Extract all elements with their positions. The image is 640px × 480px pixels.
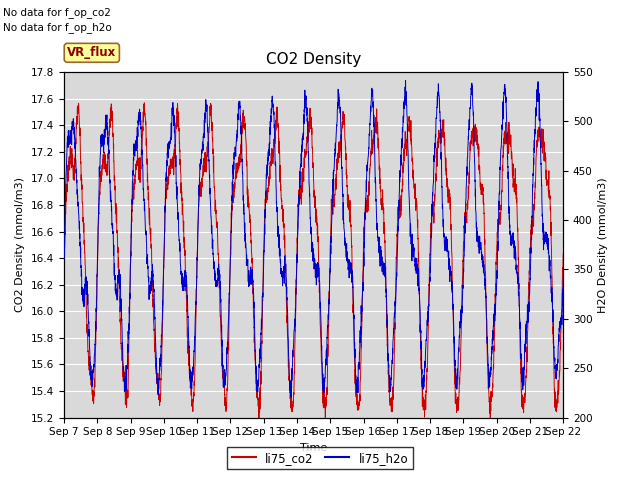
Legend: li75_co2, li75_h2o: li75_co2, li75_h2o	[227, 447, 413, 469]
Text: No data for f_op_h2o: No data for f_op_h2o	[3, 22, 112, 33]
Text: VR_flux: VR_flux	[67, 46, 116, 60]
X-axis label: Time: Time	[300, 443, 327, 453]
Y-axis label: CO2 Density (mmol/m3): CO2 Density (mmol/m3)	[15, 177, 26, 312]
Y-axis label: H2O Density (mmol/m3): H2O Density (mmol/m3)	[598, 177, 608, 312]
Text: No data for f_op_co2: No data for f_op_co2	[3, 7, 111, 18]
Title: CO2 Density: CO2 Density	[266, 52, 361, 67]
